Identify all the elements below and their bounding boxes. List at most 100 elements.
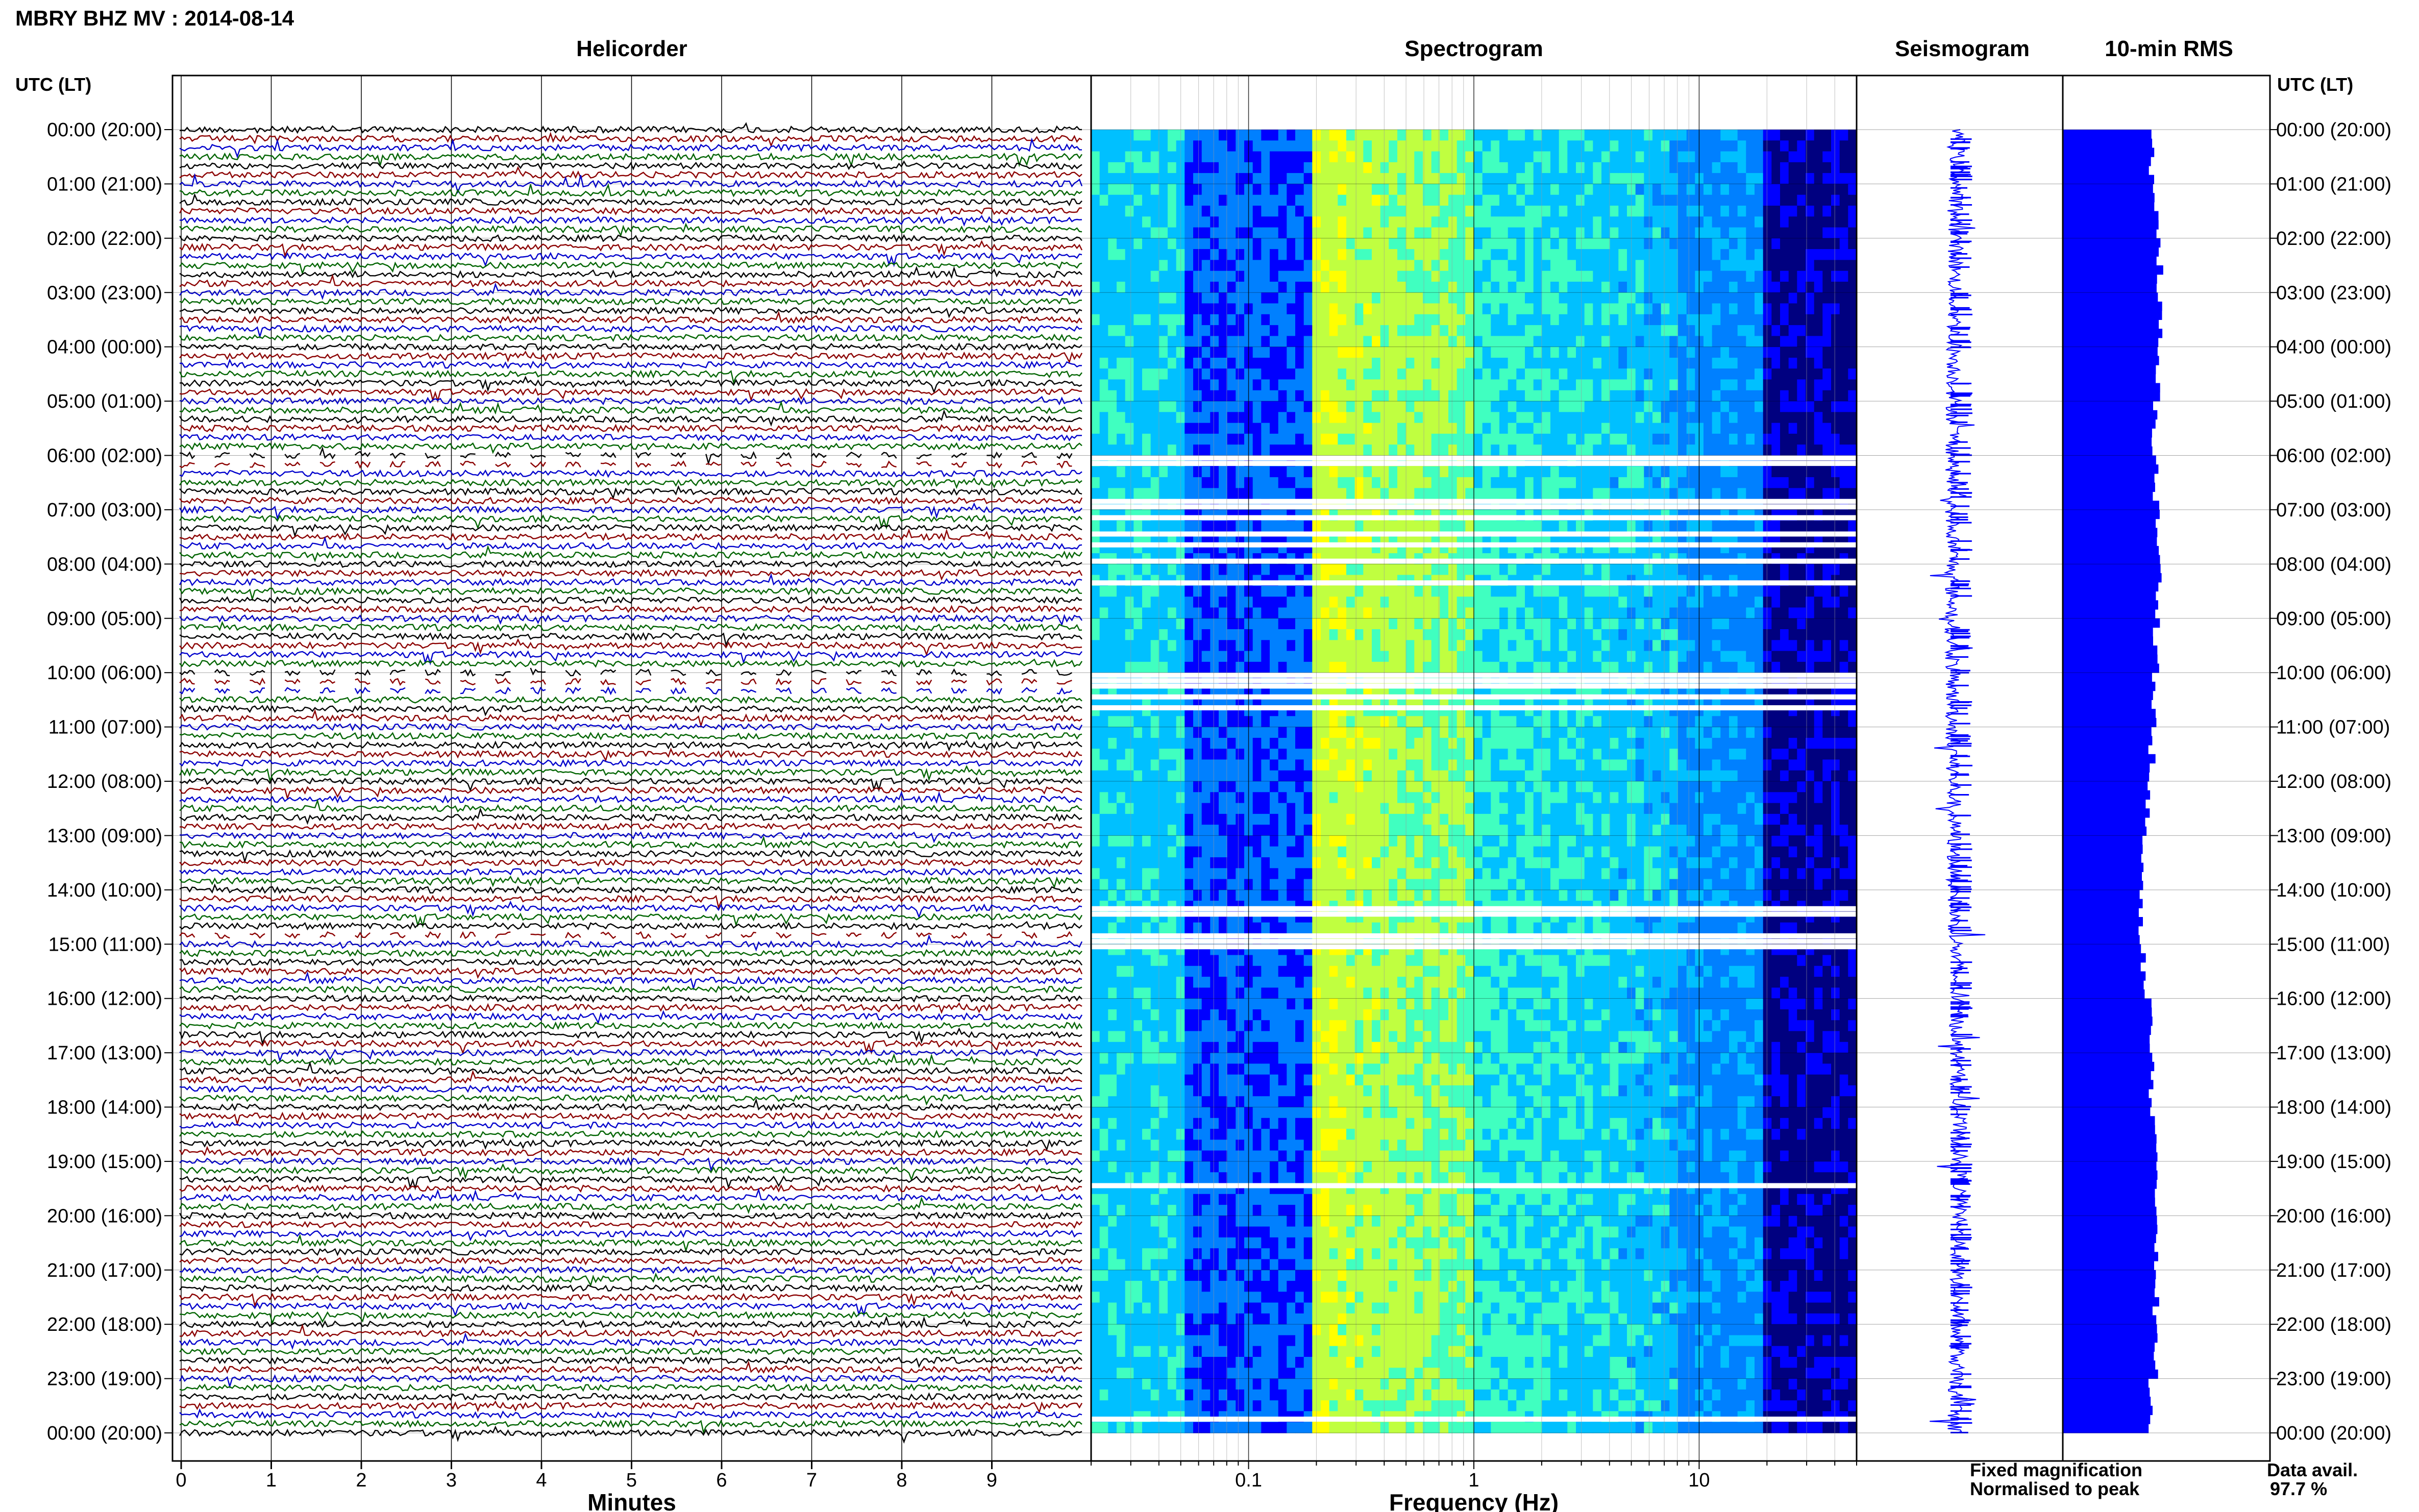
spectrogram-cell <box>1303 1324 1313 1336</box>
spectrogram-cell <box>1295 412 1304 424</box>
spectrogram-cell <box>1423 879 1432 890</box>
spectrogram-cell <box>1372 184 1381 195</box>
spectrogram-cell <box>1397 358 1406 369</box>
spectrogram-cell <box>1312 585 1321 597</box>
spectrogram-cell <box>1125 390 1134 402</box>
spectrogram-cell <box>1210 1368 1219 1379</box>
spectrogram-cell <box>1287 835 1296 847</box>
spectrogram-cell <box>1193 770 1202 782</box>
helicorder-trace <box>179 1265 1082 1277</box>
spectrogram-cell <box>1201 336 1211 348</box>
spectrogram-cell <box>1287 965 1296 977</box>
spectrogram-cell <box>1201 227 1211 239</box>
spectrogram-cell <box>1346 433 1355 445</box>
spectrogram-cell <box>1338 857 1347 869</box>
spectrogram-cell <box>1150 412 1159 424</box>
spectrogram-cell <box>1303 564 1313 576</box>
spectrogram-cell <box>1159 227 1168 239</box>
spectrogram-cell <box>1329 857 1338 869</box>
spectrogram-cell <box>1423 423 1432 434</box>
spectrogram-cell <box>1303 270 1313 282</box>
spectrogram-cell <box>1184 1237 1194 1249</box>
spectrogram-cell <box>1133 1161 1143 1173</box>
spectrogram-cell <box>1321 358 1330 369</box>
spectrogram-cell <box>1159 1324 1168 1336</box>
spectrogram-cell <box>1227 1074 1236 1086</box>
spectrogram-cell <box>1312 1139 1321 1151</box>
spectrogram-cell <box>1159 1129 1168 1140</box>
helicorder-trace <box>179 1010 1083 1025</box>
spectrogram-cell <box>1133 1389 1143 1401</box>
spectrogram-cell <box>1363 1237 1372 1249</box>
spectrogram-cell <box>1125 640 1134 652</box>
spectrogram-cell <box>1303 585 1313 597</box>
spectrogram-cell <box>1108 1237 1117 1249</box>
spectrogram-cell <box>1405 184 1415 195</box>
spectrogram-cell <box>1227 520 1236 532</box>
spectrogram-cell <box>1227 346 1236 358</box>
spectrogram-cell <box>1227 1335 1236 1347</box>
spectrogram-cell <box>1099 227 1108 239</box>
spectrogram-cell <box>1193 716 1202 728</box>
spectrogram-cell <box>1354 194 1364 206</box>
spectrogram-cell <box>1380 314 1389 326</box>
spectrogram-cell <box>1184 716 1194 728</box>
spectrogram-cell <box>1389 1281 1398 1292</box>
helicorder-trace <box>179 400 1082 415</box>
spectrogram-cell <box>1219 1368 1228 1379</box>
spectrogram-cell <box>1236 1031 1245 1043</box>
spectrogram-cell <box>1227 857 1236 869</box>
spectrogram-cell <box>1363 1074 1372 1086</box>
spectrogram-cell <box>1270 998 1279 1010</box>
spectrogram-cell <box>1312 238 1321 250</box>
spectrogram-cell <box>1252 846 1262 858</box>
spectrogram-cell <box>1252 803 1262 814</box>
spectrogram-cell <box>1346 585 1355 597</box>
spectrogram-cell <box>1346 1302 1355 1314</box>
spectrogram-cell <box>1117 998 1126 1010</box>
helicorder-trace <box>179 1146 1082 1157</box>
spectrogram-cell <box>1108 792 1117 804</box>
spectrogram-cell <box>1372 1335 1381 1347</box>
spectrogram-cell <box>1423 346 1432 358</box>
spectrogram-cell <box>1133 238 1143 250</box>
spectrogram-cell <box>1091 1053 1100 1064</box>
spectrogram-cell <box>1372 173 1381 184</box>
spectrogram-cell <box>1099 1400 1108 1412</box>
spectrogram-cell <box>1397 998 1406 1010</box>
spectrogram-cell <box>1159 336 1168 348</box>
spectrogram-cell <box>1184 607 1194 619</box>
spectrogram-cell <box>1236 770 1245 782</box>
spectrogram-cell <box>1142 835 1151 847</box>
spectrogram-cell <box>1159 1118 1168 1129</box>
spectrogram-cell <box>1405 282 1415 293</box>
spectrogram-cell <box>1108 825 1117 836</box>
spectrogram-cell <box>1219 249 1228 260</box>
helicorder-trace <box>179 605 1082 614</box>
spectrogram-cell <box>1125 889 1134 901</box>
spectrogram-cell <box>1321 325 1330 336</box>
spectrogram-cell <box>1150 1281 1159 1292</box>
spectrogram-cell <box>1414 1400 1423 1412</box>
spectrogram-cell <box>1270 1400 1279 1412</box>
spectrogram-cell <box>1227 585 1236 597</box>
spectrogram-cell <box>1303 379 1313 391</box>
helicorder-trace <box>179 1356 1082 1369</box>
spectrogram-cell <box>1099 1063 1108 1075</box>
spectrogram-cell <box>1423 520 1432 532</box>
spectrogram-cell <box>1354 1205 1364 1216</box>
spectrogram-cell <box>1329 737 1338 749</box>
spectrogram-cell <box>1150 1248 1159 1260</box>
spectrogram-cell <box>1346 238 1355 250</box>
spectrogram-cell <box>1397 889 1406 901</box>
spectrogram-cell <box>1201 564 1211 576</box>
spectrogram-cell <box>1219 825 1228 836</box>
spectrogram-cell <box>1125 173 1134 184</box>
spectrogram-cell <box>1201 1096 1211 1108</box>
spectrogram-cell <box>1397 1063 1406 1075</box>
spectrogram-cell <box>1201 759 1211 771</box>
spectrogram-cell <box>1372 488 1381 500</box>
spectrogram-cell <box>1168 325 1177 336</box>
spectrogram-cell <box>1321 846 1330 858</box>
spectrogram-cell <box>1380 835 1389 847</box>
